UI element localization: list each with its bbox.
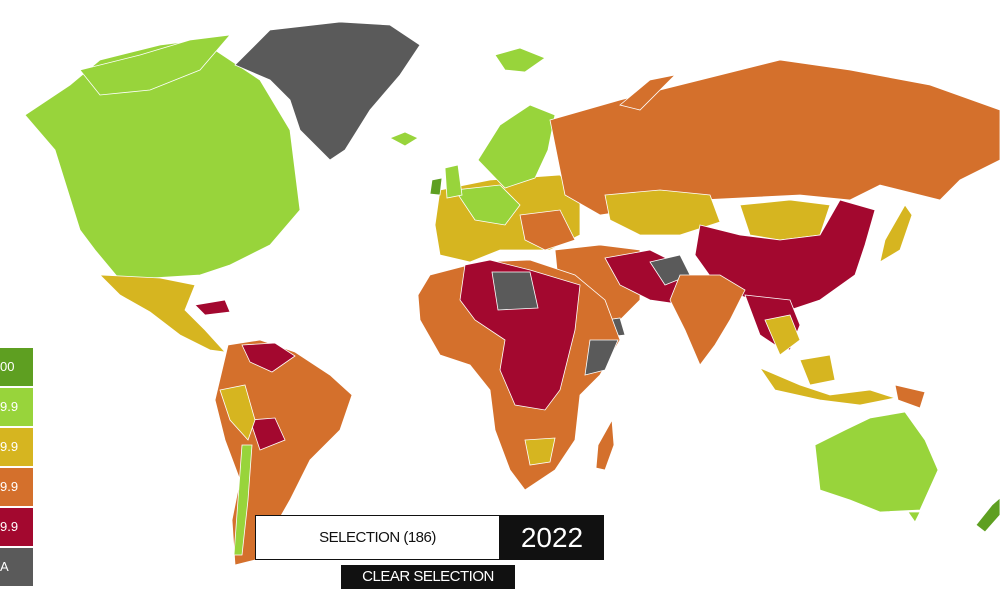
india[interactable] <box>669 274 746 366</box>
japan[interactable] <box>879 204 913 263</box>
central-africa[interactable] <box>459 259 581 411</box>
borneo[interactable] <box>799 354 836 386</box>
legend-item[interactable]: 9.9 <box>0 468 33 506</box>
caribbean[interactable] <box>194 299 231 316</box>
greenland[interactable] <box>234 21 421 161</box>
year-display[interactable]: 2022 <box>500 515 604 560</box>
scandinavia[interactable] <box>477 104 556 189</box>
balkans[interactable] <box>519 209 576 251</box>
mongolia[interactable] <box>739 199 831 241</box>
indochina[interactable] <box>764 314 801 356</box>
legend-item[interactable]: 9.9 <box>0 428 33 466</box>
peru[interactable] <box>219 384 256 441</box>
chile[interactable] <box>233 444 253 556</box>
clear-selection-button[interactable]: CLEAR SELECTION <box>341 565 515 589</box>
madagascar[interactable] <box>595 418 615 471</box>
legend-item[interactable]: 9.9 <box>0 388 33 426</box>
venezuela[interactable] <box>241 342 296 373</box>
legend-item[interactable]: A <box>0 548 33 586</box>
horn-of-africa[interactable] <box>584 339 619 376</box>
bolivia[interactable] <box>249 417 286 451</box>
western-europe[interactable] <box>454 184 521 226</box>
svalbard[interactable] <box>494 47 546 73</box>
uk[interactable] <box>444 164 463 199</box>
tasmania[interactable] <box>907 511 921 523</box>
libya[interactable] <box>491 271 539 311</box>
arctic-islands[interactable] <box>79 34 231 96</box>
legend-item[interactable]: 00 <box>0 348 33 386</box>
iceland[interactable] <box>389 131 419 147</box>
legend: 00 9.9 9.9 9.9 9.9 A <box>0 348 33 588</box>
legend-item[interactable]: 9.9 <box>0 508 33 546</box>
ireland[interactable] <box>429 177 443 196</box>
papua[interactable] <box>894 384 926 409</box>
new-zealand[interactable] <box>975 497 1000 533</box>
novaya-zemlya[interactable] <box>619 74 677 111</box>
mexico[interactable] <box>98 274 227 353</box>
australia[interactable] <box>814 411 939 513</box>
southern-africa[interactable] <box>524 437 556 466</box>
north-america[interactable] <box>24 39 301 281</box>
russia[interactable] <box>549 59 1000 216</box>
selection-button[interactable]: SELECTION (186) <box>255 515 500 560</box>
indonesia[interactable] <box>758 367 897 406</box>
